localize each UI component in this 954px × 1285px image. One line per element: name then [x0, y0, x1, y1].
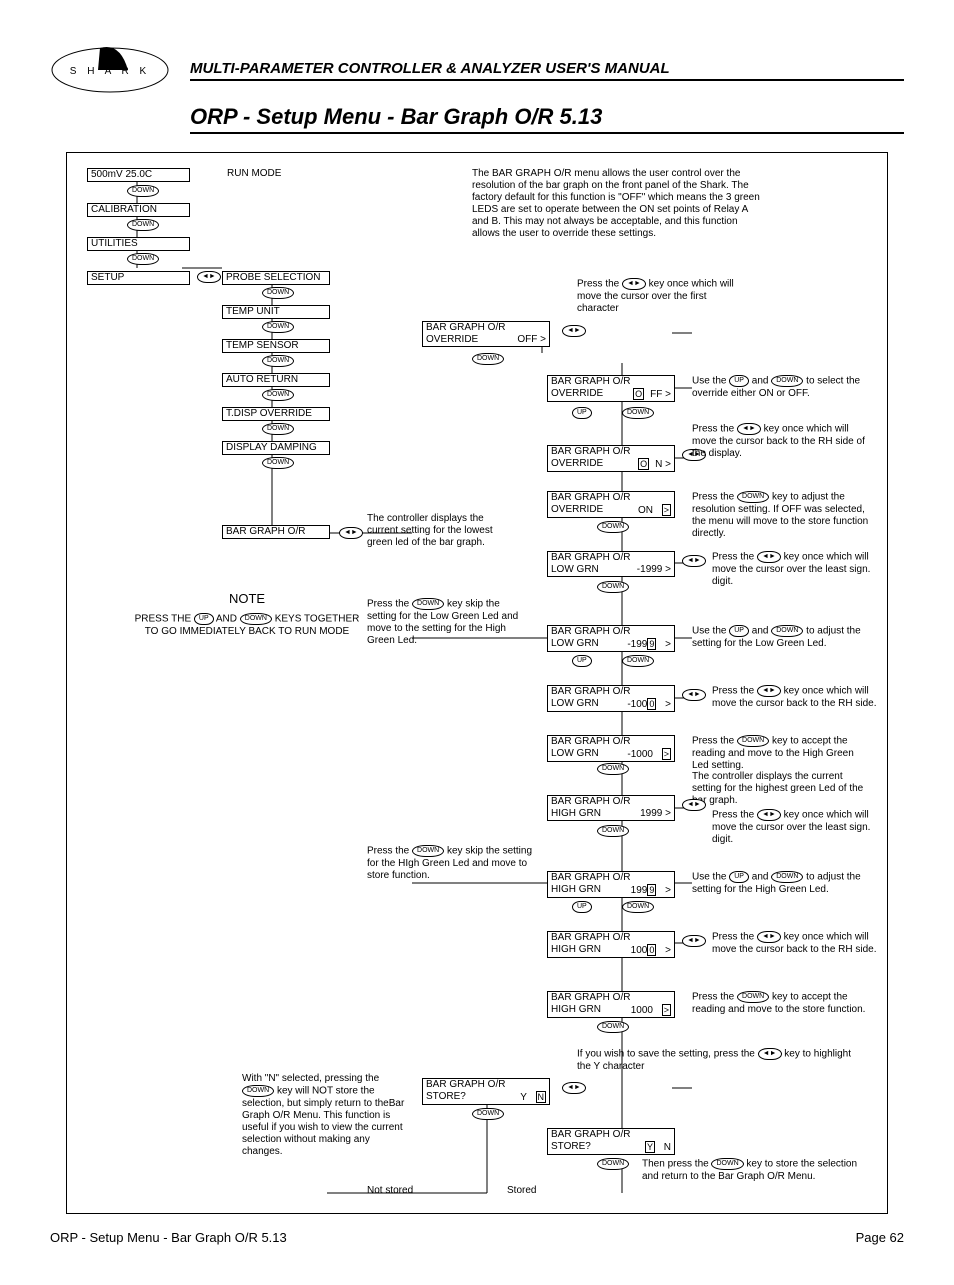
- key-down[interactable]: DOWN: [127, 253, 159, 265]
- key-down[interactable]: DOWN: [262, 389, 294, 401]
- shark-logo: S H A R K: [50, 40, 170, 100]
- label-not-stored: Not stored: [367, 1185, 413, 1197]
- annot-a11: Press the ◄► key once which will move th…: [712, 931, 882, 956]
- key-down[interactable]: DOWN: [622, 407, 654, 419]
- lcd-tempunit: TEMP UNIT: [222, 305, 330, 319]
- key-down[interactable]: DOWN: [262, 287, 294, 299]
- page-title: ORP - Setup Menu - Bar Graph O/R 5.13: [190, 104, 904, 134]
- lcd-s10: BAR GRAPH O/R HIGH GRN1999 >: [547, 871, 675, 898]
- footer-right: Page 62: [856, 1230, 904, 1245]
- lcd-s11: BAR GRAPH O/R HIGH GRN1000 >: [547, 931, 675, 958]
- annot-a3: Press the ◄► key once which will move th…: [692, 423, 872, 460]
- note-body: PRESS THE UP AND DOWN KEYS TOGETHER TO G…: [127, 613, 367, 638]
- annot-left-store: With "N" selected, pressing the DOWN key…: [242, 1073, 412, 1158]
- lcd-calibration: CALIBRATION: [87, 203, 190, 217]
- key-down[interactable]: DOWN: [597, 1158, 629, 1170]
- annot-a10: Use the UP and DOWN to adjust the settin…: [692, 871, 872, 896]
- lcd-s14: BAR GRAPH O/R STORE?Y N: [547, 1128, 675, 1155]
- key-down[interactable]: DOWN: [262, 457, 294, 469]
- page-footer: ORP - Setup Menu - Bar Graph O/R 5.13 Pa…: [50, 1230, 904, 1245]
- label-stored: Stored: [507, 1185, 536, 1197]
- header-row: S H A R K MULTI-PARAMETER CONTROLLER & A…: [50, 40, 904, 100]
- footer-left: ORP - Setup Menu - Bar Graph O/R 5.13: [50, 1230, 287, 1245]
- annot-a13: If you wish to save the setting, press t…: [577, 1048, 867, 1073]
- key-up[interactable]: UP: [572, 407, 592, 419]
- key-down[interactable]: DOWN: [622, 901, 654, 913]
- key-down[interactable]: DOWN: [597, 825, 629, 837]
- lcd-tempsensor: TEMP SENSOR: [222, 339, 330, 353]
- lcd-s2: BAR GRAPH O/R OVERRIDEOFF >: [547, 375, 675, 402]
- key-down[interactable]: DOWN: [597, 581, 629, 593]
- annot-a9: Press the ◄► key once which will move th…: [712, 809, 882, 846]
- flow-diagram: 500mV 25.0C RUN MODE DOWN CALIBRATION DO…: [66, 152, 888, 1214]
- annot-a14: Then press the DOWN key to store the sel…: [642, 1158, 862, 1183]
- annot-a5: Press the ◄► key once which will move th…: [712, 551, 882, 588]
- key-down[interactable]: DOWN: [597, 763, 629, 775]
- key-down[interactable]: DOWN: [262, 423, 294, 435]
- key-down-inline[interactable]: DOWN: [240, 613, 272, 625]
- lcd-s12: BAR GRAPH O/R HIGH GRN1000 >: [547, 991, 675, 1018]
- key-right[interactable]: ◄►: [682, 799, 706, 811]
- lcd-autoreturn: AUTO RETURN: [222, 373, 330, 387]
- key-up[interactable]: UP: [572, 901, 592, 913]
- annot-a2: Use the UP and DOWN to select the overri…: [692, 375, 872, 400]
- lcd-s1: BAR GRAPH O/R OVERRIDEOFF >: [422, 321, 550, 347]
- key-down[interactable]: DOWN: [622, 655, 654, 667]
- key-down[interactable]: DOWN: [597, 521, 629, 533]
- key-right-inline[interactable]: ◄►: [622, 278, 646, 290]
- svg-text:S H A R K: S H A R K: [70, 66, 150, 77]
- annot-a8: Press the DOWN key to accept the reading…: [692, 735, 872, 772]
- key-down[interactable]: DOWN: [127, 219, 159, 231]
- lcd-bargraph: BAR GRAPH O/R: [222, 525, 330, 539]
- key-right[interactable]: ◄►: [562, 325, 586, 337]
- key-right[interactable]: ◄►: [682, 935, 706, 947]
- key-right[interactable]: ◄►: [682, 555, 706, 567]
- annot-mid: The controller displays the current sett…: [692, 771, 872, 807]
- lcd-run-mode: 500mV 25.0C: [87, 168, 190, 182]
- lcd-s8: BAR GRAPH O/R LOW GRN-1000 >: [547, 735, 675, 762]
- annot-a4: Press the DOWN key to adjust the resolut…: [692, 491, 872, 540]
- key-right[interactable]: ◄►: [682, 689, 706, 701]
- lcd-s9: BAR GRAPH O/R HIGH GRN1999 >: [547, 795, 675, 821]
- lcd-utilities: UTILITIES: [87, 237, 190, 251]
- key-right[interactable]: ◄►: [562, 1082, 586, 1094]
- lcd-s3: BAR GRAPH O/R OVERRIDEON >: [547, 445, 675, 472]
- lcd-s7: BAR GRAPH O/R LOW GRN-1000 >: [547, 685, 675, 712]
- annot-a1: Press the ◄► key once which will move th…: [577, 278, 747, 315]
- lcd-tdisp: T.DISP OVERRIDE: [222, 407, 330, 421]
- key-down[interactable]: DOWN: [472, 1108, 504, 1120]
- key-down[interactable]: DOWN: [472, 353, 504, 365]
- lcd-probe: PROBE SELECTION: [222, 271, 330, 285]
- key-right[interactable]: ◄►: [197, 271, 221, 283]
- annot-left-ctrl: The controller displays the current sett…: [367, 513, 507, 549]
- manual-header: MULTI-PARAMETER CONTROLLER & ANALYZER US…: [190, 60, 904, 81]
- lcd-s6: BAR GRAPH O/R LOW GRN-1999 >: [547, 625, 675, 652]
- lcd-s13: BAR GRAPH O/R STORE?Y N: [422, 1078, 550, 1105]
- annot-a12: Press the DOWN key to accept the reading…: [692, 991, 872, 1016]
- annot-a6: Use the UP and DOWN to adjust the settin…: [692, 625, 872, 650]
- note-title: NOTE: [187, 593, 307, 605]
- annot-skip-low: Press the DOWN key skip the setting for …: [367, 598, 527, 647]
- annot-skip-high: Press the DOWN key skip the setting for …: [367, 845, 537, 882]
- lcd-damping: DISPLAY DAMPING: [222, 441, 330, 455]
- key-up[interactable]: UP: [572, 655, 592, 667]
- key-down[interactable]: DOWN: [127, 185, 159, 197]
- key-down[interactable]: DOWN: [262, 321, 294, 333]
- lcd-setup: SETUP: [87, 271, 190, 285]
- annot-a7: Press the ◄► key once which will move th…: [712, 685, 882, 710]
- intro-text: The BAR GRAPH O/R menu allows the user c…: [472, 168, 762, 240]
- key-down[interactable]: DOWN: [262, 355, 294, 367]
- key-up-inline[interactable]: UP: [194, 613, 214, 625]
- lcd-s4: BAR GRAPH O/R OVERRIDEON >: [547, 491, 675, 518]
- lcd-s5: BAR GRAPH O/R LOW GRN-1999 >: [547, 551, 675, 577]
- key-right[interactable]: ◄►: [339, 527, 363, 539]
- label-run-mode: RUN MODE: [227, 168, 281, 180]
- key-down[interactable]: DOWN: [597, 1021, 629, 1033]
